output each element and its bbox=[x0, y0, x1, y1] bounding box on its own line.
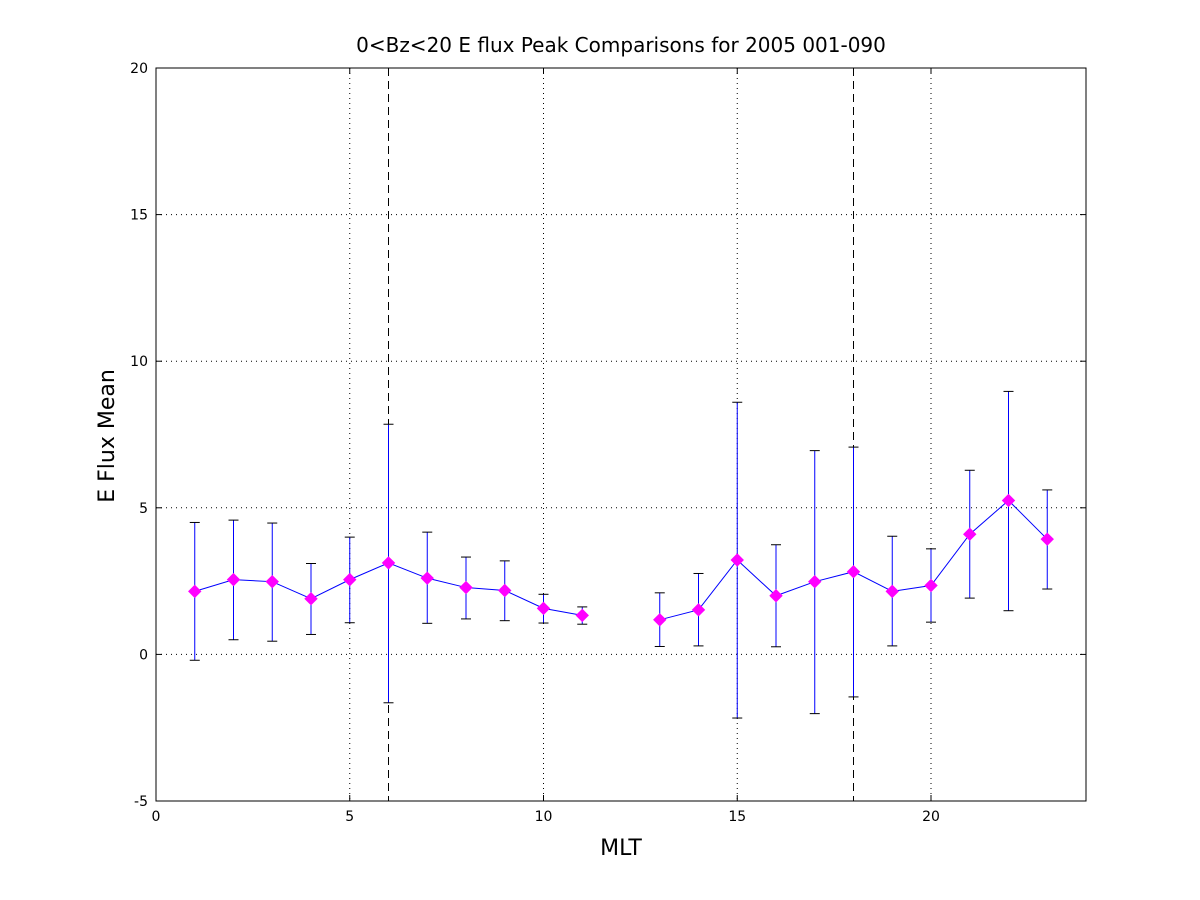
data-point bbox=[924, 578, 938, 593]
chart-title: 0<Bz<20 E flux Peak Comparisons for 2005… bbox=[356, 33, 886, 57]
data-point bbox=[1001, 493, 1016, 508]
series bbox=[188, 390, 1054, 719]
data-point bbox=[459, 580, 473, 595]
data-point bbox=[226, 572, 241, 587]
x-tick-label: 10 bbox=[535, 809, 553, 825]
data-point bbox=[885, 584, 899, 599]
data-point bbox=[188, 584, 202, 599]
y-tick-label: 20 bbox=[130, 61, 148, 77]
y-tick-label: 15 bbox=[130, 208, 148, 224]
data-point bbox=[498, 583, 512, 598]
grid bbox=[156, 68, 1086, 801]
data-point bbox=[420, 571, 434, 585]
data-point bbox=[536, 601, 551, 616]
data-point bbox=[769, 589, 783, 603]
data-point bbox=[265, 574, 279, 589]
data-point bbox=[343, 572, 357, 587]
data-point bbox=[691, 603, 706, 617]
plot-frame bbox=[155, 67, 1087, 802]
data-point bbox=[963, 527, 977, 541]
y-axis-label: E Flux Mean bbox=[95, 369, 120, 503]
y-tick-label: 0 bbox=[139, 647, 148, 663]
data-point bbox=[808, 574, 822, 589]
data-point bbox=[1040, 532, 1054, 546]
x-tick-label: 5 bbox=[345, 809, 354, 825]
x-tick-label: 20 bbox=[922, 809, 940, 825]
data-point bbox=[575, 608, 589, 623]
data-point bbox=[381, 556, 396, 570]
x-tick-label: 15 bbox=[728, 809, 746, 825]
x-tick-label: 0 bbox=[152, 809, 161, 825]
y-tick-label: 10 bbox=[130, 354, 148, 370]
data-point bbox=[653, 613, 667, 627]
y-tick-label: 5 bbox=[139, 501, 148, 517]
data-point bbox=[730, 553, 744, 567]
y-tick-label: -5 bbox=[134, 794, 148, 810]
x-axis-label: MLT bbox=[600, 836, 642, 861]
data-point bbox=[304, 591, 318, 606]
data-point bbox=[846, 565, 861, 579]
reference-lines bbox=[388, 68, 854, 801]
